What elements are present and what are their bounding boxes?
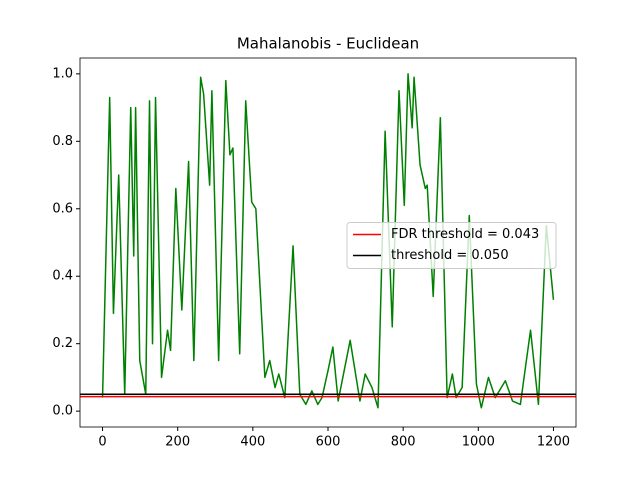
x-tick-label: 1000 [462,435,495,450]
chart-title: Mahalanobis - Euclidean [237,35,419,53]
y-tick-label: 0.2 [52,336,73,351]
x-tick-label: 600 [316,435,341,450]
y-tick-label: 1.0 [52,66,73,81]
x-tick-label: 0 [98,435,106,450]
data-line [101,73,555,409]
x-tick-label: 400 [240,435,265,450]
plot-frame [79,57,577,428]
x-tick-label: 1200 [537,435,570,450]
x-tick-label: 200 [165,435,190,450]
x-tick-label: 800 [391,435,416,450]
legend-box [346,222,557,269]
y-tick-label: 0.6 [52,201,73,216]
y-tick-label: 0.0 [52,404,73,419]
y-tick-label: 0.8 [52,134,73,149]
legend-label: FDR threshold = 0.043 [391,227,539,242]
y-tick-label: 0.4 [52,269,73,284]
legend-label: threshold = 0.050 [391,248,509,263]
